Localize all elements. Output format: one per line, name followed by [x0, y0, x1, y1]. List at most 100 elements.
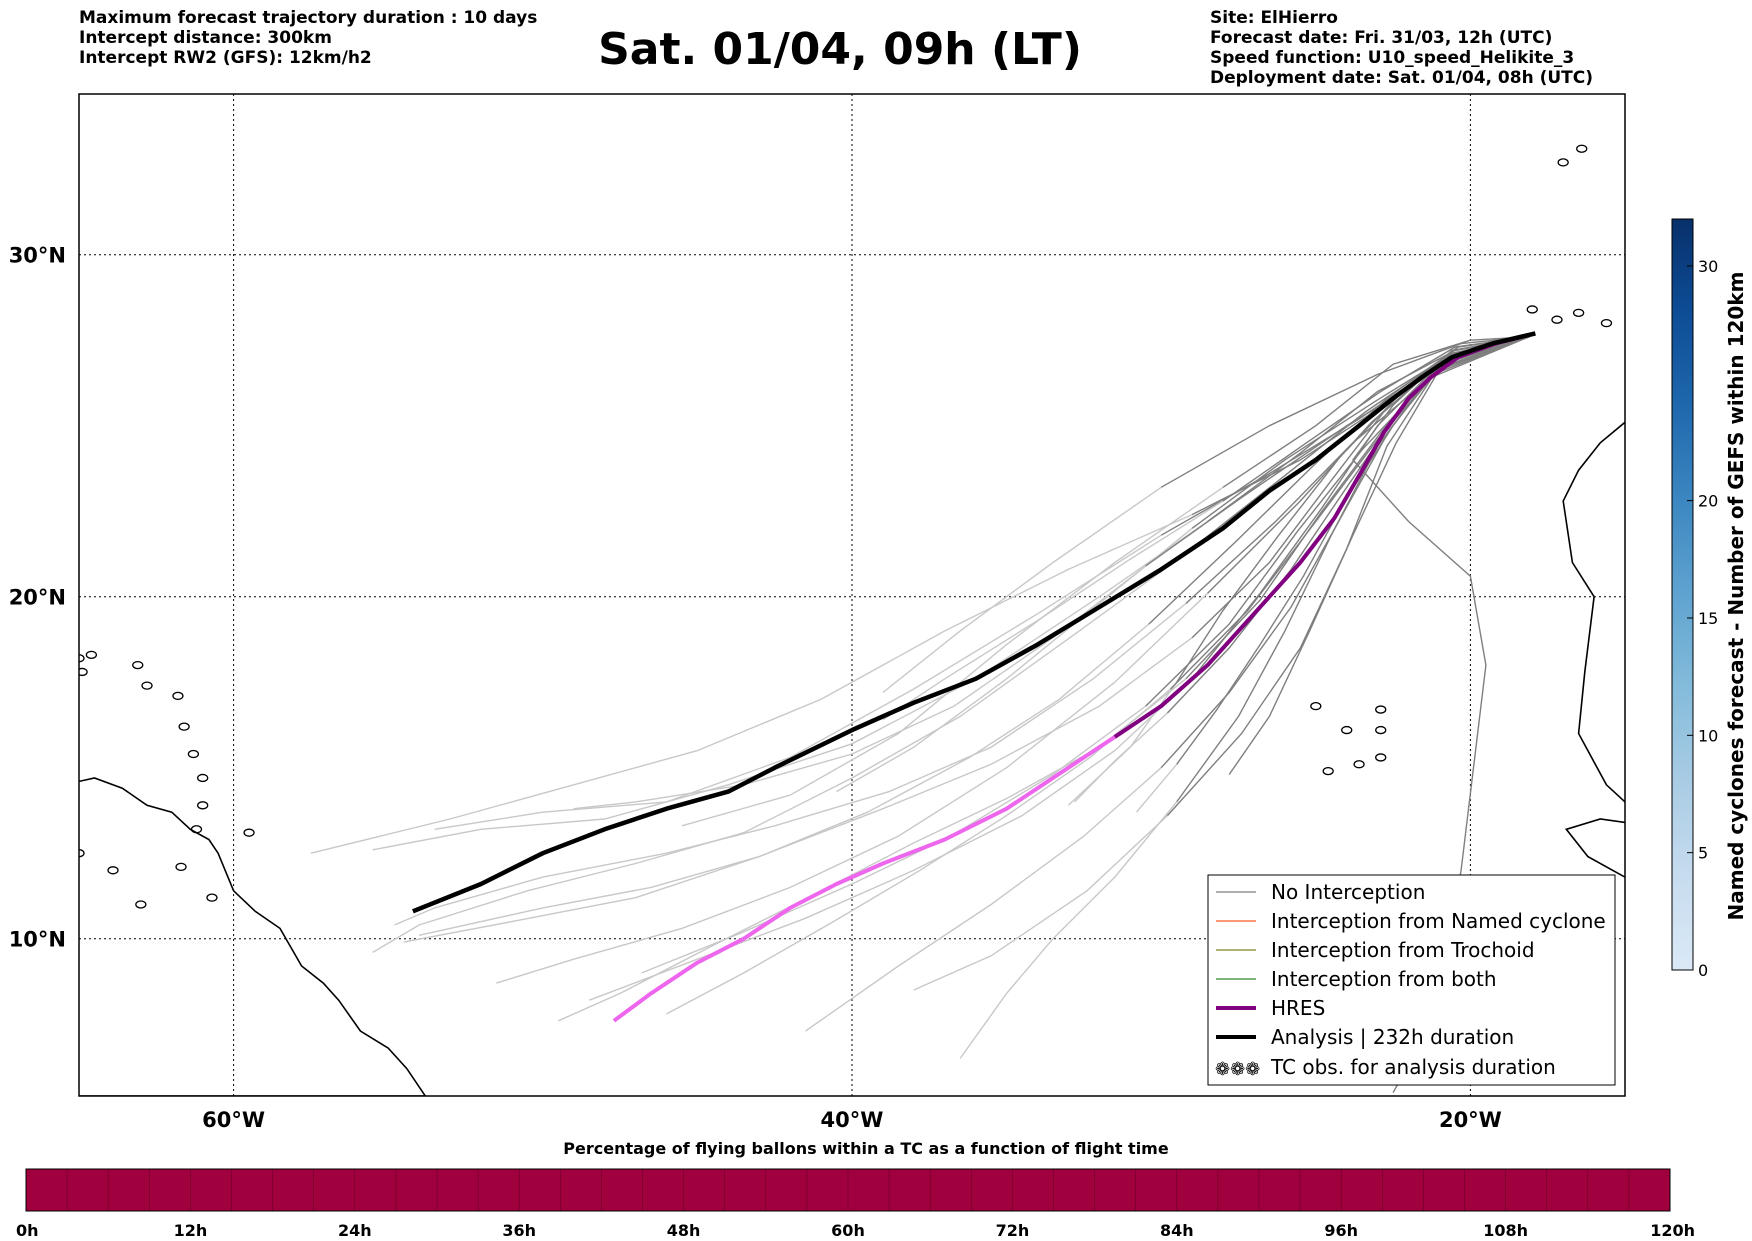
percentage-bar-tick-6: 72h	[996, 1221, 1030, 1240]
header-right-info: Site: ElHierro Forecast date: Fri. 31/03…	[1210, 8, 1593, 88]
percentage-bar-tick-1: 12h	[174, 1221, 208, 1240]
ensemble-track-late-10	[372, 555, 1184, 954]
ensemble-track-20	[1145, 336, 1530, 567]
percentage-bar-tick-5: 60h	[831, 1221, 865, 1240]
lon-tick-label-2: 20°W	[1439, 1108, 1502, 1132]
ensemble-track-late-7	[805, 767, 1162, 1032]
lon-tick-label-1: 40°W	[821, 1108, 884, 1132]
colorbar-tick-label-0: 0	[1698, 961, 1708, 980]
map-frame	[78, 93, 1626, 1097]
percentage-bar-tick-7: 84h	[1160, 1221, 1194, 1240]
lon-tick-label-0: 60°W	[202, 1108, 265, 1132]
island-8	[132, 660, 144, 670]
coastline-0	[79, 777, 427, 1096]
ensemble-track-late-12	[434, 534, 1162, 830]
percentage-bar: Percentage of flying ballons within a TC…	[16, 1139, 1695, 1240]
island-20	[1322, 766, 1334, 776]
deployment-date-text: Deployment date: Sat. 01/04, 08h (UTC)	[1210, 68, 1594, 88]
island-4	[187, 749, 200, 759]
island-14	[107, 866, 119, 875]
legend-both: Interception from both	[1271, 967, 1497, 991]
colorbar-tick-label-1: 5	[1698, 844, 1708, 863]
colorbar-tick-label-5: 30	[1698, 257, 1718, 276]
percentage-bar-title: Percentage of flying ballons within a TC…	[563, 1139, 1169, 1158]
axis-tick-labels: 60°W 40°W 20°W 30°N 20°N 10°N	[9, 244, 1502, 1132]
ensemble-track-late-3	[588, 678, 1193, 1001]
legend-trochoid: Interception from Trochoid	[1271, 938, 1535, 962]
percentage-bar-tick-4: 48h	[667, 1221, 701, 1240]
island-6	[172, 691, 184, 701]
ensemble-track-late-1	[372, 520, 1208, 851]
island-21	[1310, 701, 1322, 711]
island-27	[1600, 318, 1613, 328]
legend: No Interception Interception from Named …	[1207, 874, 1616, 1086]
ensemble-track-late-4	[959, 801, 1178, 1059]
max-duration-text: Maximum forecast trajectory duration : 1…	[79, 8, 538, 28]
island-10	[79, 667, 88, 677]
percentage-bar-tick-10: 120h	[1650, 1221, 1695, 1240]
island-1	[190, 825, 203, 834]
legend-hres: HRES	[1271, 996, 1325, 1020]
lat-tick-label-2: 10°N	[9, 928, 66, 952]
coastline-1	[1562, 421, 1625, 803]
header-left-info: Maximum forecast trajectory duration : 1…	[79, 8, 537, 68]
hres-track-late	[612, 735, 1116, 1023]
ensemble-track-13	[1145, 336, 1530, 707]
island-15	[135, 900, 147, 909]
ensemble-track-late-2	[403, 637, 1193, 943]
ensemble-track-23	[1170, 336, 1530, 690]
speed-function-text: Speed function: U10_speed_Helikite_3	[1210, 48, 1575, 68]
island-29	[1576, 144, 1588, 153]
island-5	[178, 722, 190, 731]
island-7	[141, 681, 153, 690]
coastline-2	[1564, 818, 1625, 878]
legend-tc-obs: TC obs. for analysis duration	[1270, 1055, 1556, 1079]
percentage-bar-tick-0: 0h	[16, 1221, 39, 1240]
ensemble-track-late-18	[882, 500, 1224, 721]
legend-named-cyclone: Interception from Named cyclone	[1271, 909, 1606, 933]
percentage-bar-tick-3: 36h	[502, 1221, 536, 1240]
ensemble-track-late-15	[882, 486, 1162, 694]
coastlines	[79, 144, 1625, 1096]
legend-analysis: Analysis | 232h duration	[1271, 1025, 1514, 1049]
island-12	[243, 828, 255, 837]
island-13	[206, 893, 218, 902]
tc-obs-icon: ❁❁❁	[1215, 1059, 1260, 1080]
percentage-bar-tick-8: 96h	[1324, 1221, 1358, 1240]
page-title: Sat. 01/04, 09h (LT)	[598, 24, 1082, 75]
ensemble-track-late-9	[913, 815, 1168, 991]
island-17	[1341, 725, 1353, 735]
colorbar-tick-label-2: 10	[1698, 726, 1718, 745]
island-25	[1551, 315, 1563, 324]
island-28	[1557, 158, 1569, 167]
island-23	[1375, 753, 1387, 762]
island-11	[79, 654, 85, 663]
legend-no-interception: No Interception	[1271, 880, 1425, 904]
ensemble-track-0	[1222, 336, 1530, 488]
island-18	[1375, 725, 1387, 735]
island-16	[79, 849, 85, 858]
ensemble-track-24	[1185, 336, 1530, 605]
colorbar-scale	[1671, 218, 1694, 971]
ensemble-track-17	[1166, 336, 1530, 714]
colorbar-tick-label-3: 15	[1698, 609, 1718, 628]
percentage-bar-tick-9: 108h	[1483, 1221, 1528, 1240]
colorbar-ticks: 0 5 10 15 20 30	[1687, 257, 1718, 980]
forecast-date-text: Forecast date: Fri. 31/03, 12h (UTC)	[1210, 28, 1553, 48]
ensemble-track-late-19	[1135, 763, 1178, 813]
lat-tick-label-1: 20°N	[9, 586, 66, 610]
island-19	[1353, 760, 1365, 769]
percentage-bar-segments	[66, 1169, 1630, 1211]
ensemble-track-late-17	[1074, 712, 1168, 803]
island-9	[85, 650, 98, 659]
lat-tick-label-0: 30°N	[9, 244, 66, 268]
colorbar-label: Named cyclones forecast - Number of GEFS…	[1724, 272, 1748, 921]
ensemble-track-late-13	[641, 705, 1147, 974]
site-text: Site: ElHierro	[1210, 8, 1338, 28]
ensemble-track-late-22	[418, 623, 1150, 936]
percentage-bar-ticks: 0h 12h 24h 36h 48h 60h 72h 84h 96h 108h 120h	[16, 1221, 1695, 1240]
island-22	[1375, 705, 1387, 714]
colorbar: 0 5 10 15 20 30 Named cyclones forecast - Num…	[1671, 218, 1748, 980]
map-area	[78, 93, 1626, 1097]
